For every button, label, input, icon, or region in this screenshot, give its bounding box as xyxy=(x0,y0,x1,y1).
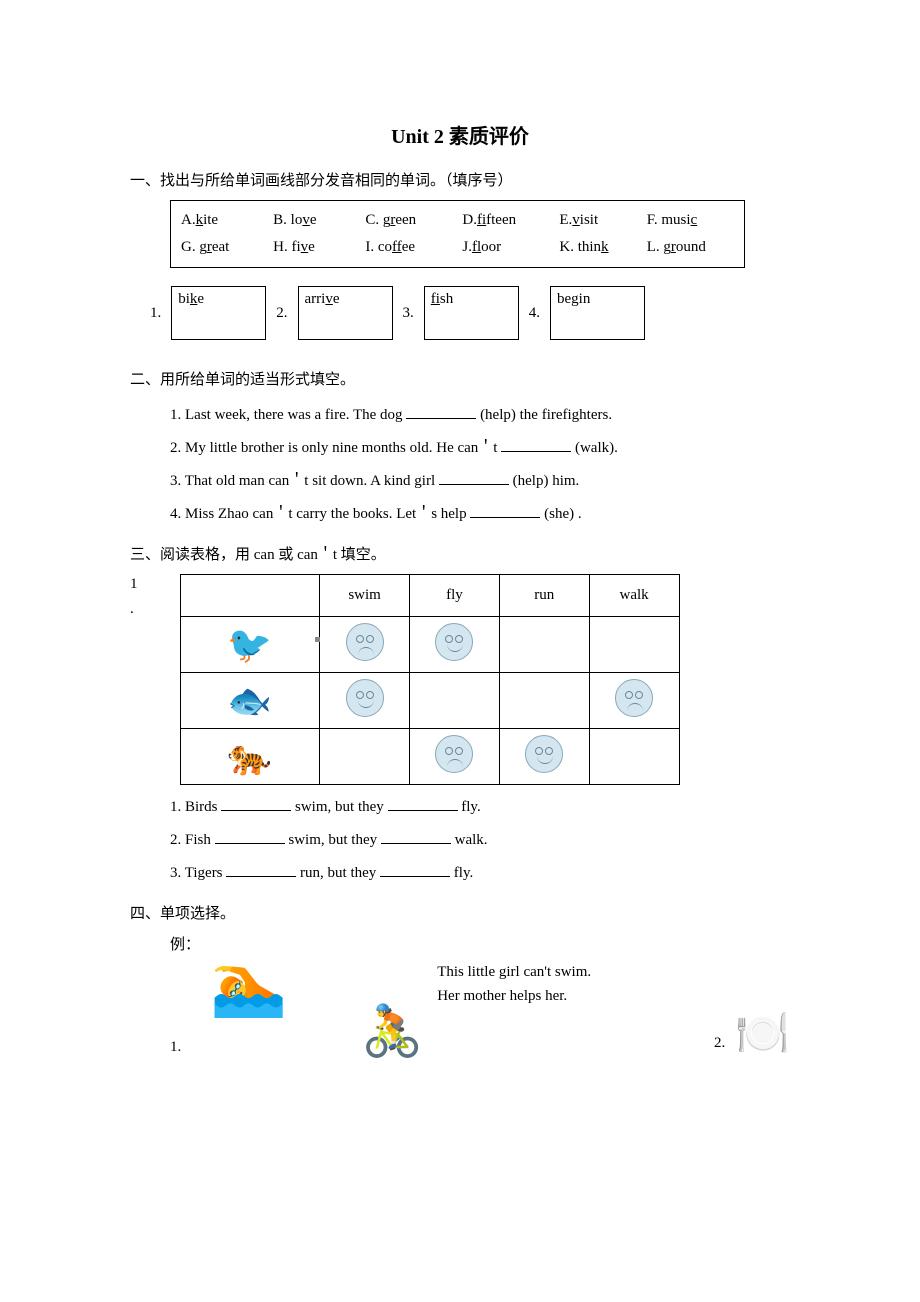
answer-box-1: bike xyxy=(171,286,266,340)
bird-icon-cell: 🐦 xyxy=(180,617,320,673)
tiger-swim xyxy=(320,729,410,785)
fill-item-2: 2. My little brother is only nine months… xyxy=(170,432,790,465)
answer-num-2: 2. xyxy=(276,305,287,322)
q1-num: 1. xyxy=(170,1039,181,1056)
smile-face-icon xyxy=(346,679,384,717)
sad-face-icon xyxy=(435,735,473,773)
bird-run xyxy=(499,617,589,673)
page-title: Unit 2 素质评价 xyxy=(130,120,790,149)
word-box: A. kite B. love C. green D. fifteen E. v… xyxy=(170,200,745,268)
bird-icon: 🐦 xyxy=(227,627,272,663)
eating-illustration-icon: 🍽️ xyxy=(735,1012,790,1056)
tiger-icon-cell: 🐅 xyxy=(180,729,320,785)
header-run: run xyxy=(499,575,589,617)
bird-swim xyxy=(320,617,410,673)
word-H: H. five xyxy=(273,234,365,261)
blank xyxy=(221,797,291,811)
word-row-2: G. great H. five I. coffee J. floor K. t… xyxy=(181,234,734,261)
fish-icon: 🐟 xyxy=(227,683,272,719)
blank xyxy=(501,438,571,452)
table-row-tiger: 🐅 xyxy=(180,729,679,785)
tiger-icon: 🐅 xyxy=(227,739,272,775)
bike-illustration-icon: 🚴 xyxy=(361,1006,423,1056)
section3-heading: 三、阅读表格，用 can 或 can＇t 填空。 xyxy=(130,543,790,564)
smile-face-icon xyxy=(525,735,563,773)
tiger-fly xyxy=(410,729,500,785)
header-fly: fly xyxy=(410,575,500,617)
table-header-row: swim fly run walk xyxy=(180,575,679,617)
header-blank xyxy=(180,575,320,617)
sentence-1: 1. Birds swim, but they fly. xyxy=(170,791,790,824)
word-row-1: A. kite B. love C. green D. fifteen E. v… xyxy=(181,207,734,234)
answer-num-4: 4. xyxy=(529,305,540,322)
answer-boxes: 1. bike 2. arrive 3. fish 4. begin xyxy=(150,286,790,340)
section2-heading: 二、用所给单词的适当形式填空。 xyxy=(130,368,790,389)
fish-swim xyxy=(320,673,410,729)
blank xyxy=(215,830,285,844)
sad-face-icon xyxy=(346,623,384,661)
word-D: D. fifteen xyxy=(462,207,559,234)
blank xyxy=(226,863,296,877)
header-swim: swim xyxy=(320,575,410,617)
table-row-fish: 🐟 xyxy=(180,673,679,729)
blank xyxy=(470,504,540,518)
table-row-bird: 🐦 xyxy=(180,617,679,673)
blank xyxy=(381,830,451,844)
fish-fly xyxy=(410,673,500,729)
example-text: This little girl can't swim. Her mother … xyxy=(437,960,591,1008)
section4-heading: 四、单项选择。 xyxy=(130,902,790,923)
smile-face-icon xyxy=(435,623,473,661)
blank xyxy=(406,405,476,419)
table-number: 1 xyxy=(130,576,138,593)
example-line-2: Her mother helps her. xyxy=(437,984,591,1008)
fish-icon-cell: 🐟 xyxy=(180,673,320,729)
bird-fly xyxy=(410,617,500,673)
word-K: K. think xyxy=(559,234,646,261)
blank xyxy=(380,863,450,877)
ability-table: swim fly run walk 🐦 🐟 🐅 xyxy=(180,574,680,785)
blank xyxy=(439,471,509,485)
sentence-3: 3. Tigers run, but they fly. xyxy=(170,857,790,890)
word-A: A. kite xyxy=(181,207,273,234)
word-E: E. visit xyxy=(559,207,646,234)
word-C: C. green xyxy=(365,207,462,234)
answer-box-2: arrive xyxy=(298,286,393,340)
word-F: F. music xyxy=(647,207,734,234)
sad-face-icon xyxy=(615,679,653,717)
header-walk: walk xyxy=(589,575,679,617)
example-line-1: This little girl can't swim. xyxy=(437,960,591,984)
fill-item-1: 1. Last week, there was a fire. The dog … xyxy=(170,399,790,432)
blank xyxy=(388,797,458,811)
tiger-walk xyxy=(589,729,679,785)
word-J: J. floor xyxy=(462,234,559,261)
sentence-2: 2. Fish swim, but they walk. xyxy=(170,824,790,857)
answer-box-3: fish xyxy=(424,286,519,340)
word-B: B. love xyxy=(273,207,365,234)
q2-num: 2. xyxy=(714,1035,725,1052)
swim-illustration-icon: 🏊 xyxy=(210,954,287,1016)
word-L: L. ground xyxy=(647,234,734,261)
answer-num-1: 1. xyxy=(150,305,161,322)
word-I: I. coffee xyxy=(365,234,462,261)
fish-walk xyxy=(589,673,679,729)
fill-item-4: 4. Miss Zhao can＇t carry the books. Let＇… xyxy=(170,498,790,531)
section1-heading: 一、找出与所给单词画线部分发音相同的单词。（填序号） xyxy=(130,169,790,190)
tiger-run xyxy=(499,729,589,785)
table-period: . xyxy=(130,601,140,618)
fill-item-3: 3. That old man can＇t sit down. A kind g… xyxy=(170,465,790,498)
answer-num-3: 3. xyxy=(403,305,414,322)
fish-run xyxy=(499,673,589,729)
word-G: G. great xyxy=(181,234,273,261)
bird-walk xyxy=(589,617,679,673)
dot-marker xyxy=(315,637,320,642)
answer-box-4: begin xyxy=(550,286,645,340)
